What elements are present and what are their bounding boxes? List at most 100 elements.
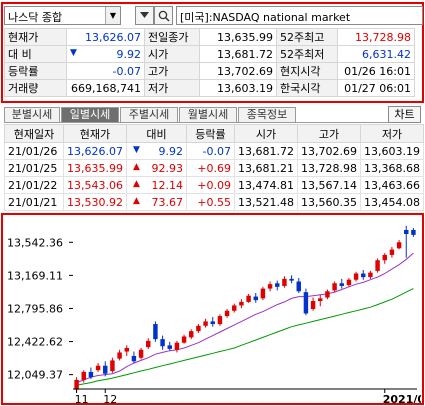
cell-high: 13,567.14 [296,176,361,194]
column-header-low[interactable]: 저가 [359,124,424,143]
candle[interactable] [160,335,165,350]
cell-text: 92.93 [151,161,183,175]
candle-body [203,321,208,326]
quote-value-text: 13,603.19 [217,81,273,95]
candle[interactable] [110,357,115,373]
candle[interactable] [267,281,273,292]
cell-open: 13,681.72 [233,142,298,160]
candle[interactable] [203,318,208,328]
candle[interactable] [396,240,402,250]
candle[interactable] [303,288,309,316]
candle[interactable] [260,286,266,301]
table-row[interactable]: 21/01/25 13,635.99 ▲ 92.93 +0.69 13,681.21 13,… [4,159,424,177]
chevron-down-icon[interactable]: ▼ [105,7,120,24]
candle[interactable] [289,275,294,284]
candle[interactable] [325,289,330,300]
candle-body [232,305,237,311]
quote-label-text: 고가 [148,65,169,78]
column-header-high[interactable]: 고가 [296,124,361,143]
price-chart[interactable]: 13,542.36 13,169.11 12,795.86 12,422.62 12,0… [3,215,421,403]
quote-label-text: 시가 [148,48,169,61]
tab-weekly[interactable]: 주별시세 [120,107,178,122]
quote-value-text: -0.07 [112,64,141,78]
quote-label-text: 대 비 [8,48,32,61]
candle[interactable] [131,351,137,364]
cell-open: 13,521.48 [233,193,298,211]
candle-body [196,325,201,332]
table-row[interactable]: 21/01/21 13,530.92 ▲ 73.67 +0.55 13,521.48 13,… [4,193,424,211]
tab-monthly[interactable]: 월별시세 [179,107,237,122]
cell-text: 73.67 [151,195,183,209]
candle[interactable] [382,253,387,264]
candle[interactable] [246,293,251,303]
column-header-date[interactable]: 현재일자 [4,124,64,143]
candle[interactable] [146,338,151,349]
candle[interactable] [411,228,416,237]
candle[interactable] [253,293,258,303]
cell-change: ▼ 9.92 [125,142,187,160]
candle[interactable] [210,316,215,327]
candle[interactable] [375,258,380,273]
candle[interactable] [217,314,223,326]
market-select[interactable]: 나스닥 종합 ▼ [4,6,121,25]
candle-body [411,229,416,235]
tab-daily[interactable]: 일별시세 [61,107,119,122]
candle[interactable] [339,278,344,289]
candle[interactable] [224,308,230,318]
candle[interactable] [353,271,359,282]
candle[interactable] [196,324,201,333]
candle-body [375,260,380,271]
candle[interactable] [368,270,373,279]
dropdown-list-button[interactable] [135,6,154,25]
candle[interactable] [189,329,194,340]
tab-minute[interactable]: 분별시세 [4,107,60,122]
candle[interactable] [117,349,122,361]
table-row[interactable]: 21/01/22 13,543.06 ▲ 12.14 +0.09 13,474.81 13,… [4,176,424,194]
quote-label: 현재가 [4,28,67,46]
column-header-change[interactable]: 대비 [125,124,187,143]
candle[interactable] [310,297,316,311]
candle[interactable] [389,246,395,258]
candle[interactable] [282,276,287,288]
cell-date: 21/01/26 [4,142,64,160]
candle-body [153,324,158,340]
candle-body [296,281,301,292]
chart-button[interactable]: 차트 [388,106,421,123]
candle[interactable] [239,299,244,309]
cell-date: 21/01/21 [4,193,64,211]
column-header-price[interactable]: 현재가 [63,124,127,143]
market-name-field: [미국]:NASDAQ national market [176,6,423,25]
candle[interactable] [174,340,180,353]
candle[interactable] [81,370,86,383]
candle[interactable] [318,294,323,307]
candle-body [318,298,323,302]
candle-body [117,352,122,359]
candle[interactable] [88,367,94,380]
candle[interactable] [275,280,280,291]
table-row[interactable]: 21/01/26 13,626.07 ▼ 9.92 -0.07 13,681.72 13,7… [4,142,424,160]
candle[interactable] [404,225,409,258]
candle-body [167,345,172,349]
candle[interactable] [232,303,237,313]
candle[interactable] [124,345,129,356]
candle-body [174,342,180,350]
quote-value: 01/26 16:01 [337,62,415,80]
search-button[interactable] [154,6,173,25]
column-header-rate[interactable]: 등락률 [185,124,235,143]
moving-average-long-line [76,288,414,386]
tab-bar: 분별시세 일별시세 주별시세 월별시세 종목정보 차트 [4,106,421,123]
candle[interactable] [346,277,352,287]
candle[interactable] [95,363,101,372]
cell-text: 13,567.14 [300,178,357,192]
candle[interactable] [181,334,187,344]
candle[interactable] [361,269,366,280]
tab-stock-info[interactable]: 종목정보 [238,107,296,122]
candle[interactable] [296,277,301,294]
candle[interactable] [153,321,158,342]
column-header-open[interactable]: 시가 [233,124,298,143]
candle[interactable] [332,281,337,293]
candle[interactable] [138,347,144,360]
candle[interactable] [103,361,108,377]
candle-body [110,360,115,372]
candle[interactable] [167,341,172,351]
